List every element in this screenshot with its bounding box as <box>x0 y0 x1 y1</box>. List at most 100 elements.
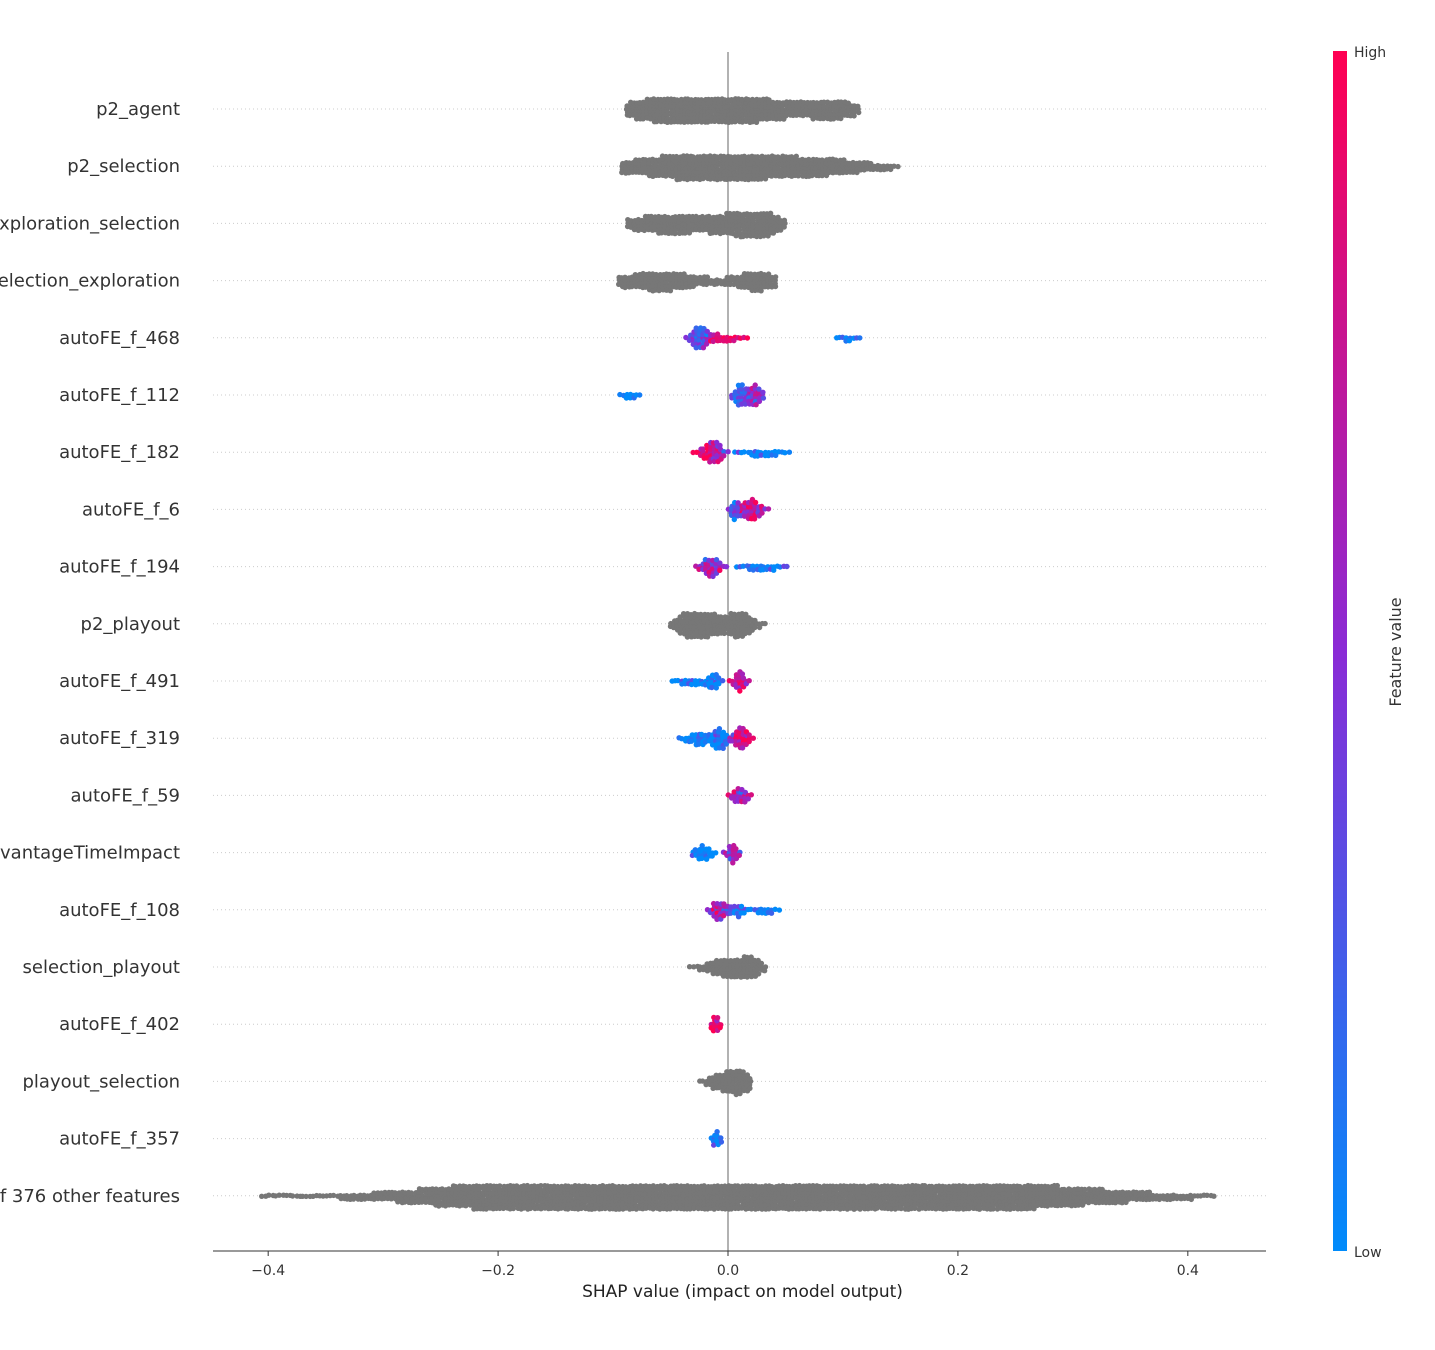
shap-dot <box>846 338 853 344</box>
shap-dot <box>686 337 693 344</box>
shap-dot <box>330 1192 337 1199</box>
shap-dot <box>686 964 693 970</box>
shap-dot <box>711 1206 717 1212</box>
shap-dot <box>912 1205 918 1212</box>
shap-dot <box>728 154 734 160</box>
shap-dot <box>723 564 730 570</box>
shap-dot <box>650 1183 656 1189</box>
shap-dot <box>751 516 758 522</box>
feature-labels: p2_agent p2_selection exploration_selectio… <box>0 99 180 1207</box>
shap-dot <box>675 103 681 109</box>
shap-dot <box>1188 1196 1195 1203</box>
shap-dot <box>283 1192 290 1199</box>
shap-dot <box>640 116 646 122</box>
shap-dot <box>730 226 736 233</box>
shap-dot <box>1156 1196 1163 1203</box>
shap-dot <box>857 1206 863 1212</box>
shap-dot <box>1082 1186 1088 1193</box>
shap-dot <box>1044 1199 1051 1205</box>
shap-dot <box>796 1182 803 1189</box>
x-tick-label: −0.4 <box>251 1263 285 1279</box>
shap-dot <box>976 1206 983 1212</box>
shap-dot <box>759 510 765 516</box>
shap-dot <box>881 1196 887 1202</box>
colorbar-gradient <box>1333 51 1347 1251</box>
shap-dot <box>701 618 707 624</box>
shap-dot <box>730 860 736 866</box>
shap-dot <box>682 230 688 236</box>
shap-dot <box>711 611 718 617</box>
shap-dot <box>704 274 711 280</box>
shap-dot <box>1126 1196 1132 1202</box>
shap-dot <box>752 499 759 506</box>
feature-label: autoFE_f_194 <box>59 557 180 578</box>
feature-label: autoFE_f_468 <box>59 328 180 349</box>
shap-dot <box>688 738 695 744</box>
feature-row <box>704 900 783 922</box>
shap-dot <box>1061 1186 1067 1193</box>
shap-dot <box>762 620 768 627</box>
shap-dot <box>752 617 758 624</box>
shap-dot <box>395 1199 401 1205</box>
shap-dot <box>733 846 739 852</box>
shap-dot <box>713 850 719 856</box>
shap-dot <box>758 226 764 232</box>
shap-dot <box>970 1183 976 1190</box>
shap-dot <box>778 227 784 233</box>
feature-label: autoFE_f_6 <box>82 499 180 520</box>
shap-dot <box>765 506 772 512</box>
feature-row <box>708 1014 724 1034</box>
shap-dot <box>641 227 648 234</box>
shap-dot <box>725 449 731 455</box>
shap-dot <box>843 169 850 175</box>
shap-dot <box>699 843 705 849</box>
feature-label: p2_selection <box>67 156 180 177</box>
feature-label: autoFE_f_182 <box>59 442 180 463</box>
shap-dot <box>746 678 752 684</box>
colorbar-title: Feature value <box>1386 597 1405 706</box>
feature-label: autoFE_f_402 <box>59 1014 180 1035</box>
shap-dot <box>497 1183 503 1189</box>
shap-dot <box>1034 1202 1041 1209</box>
shap-dot <box>817 1183 823 1190</box>
feature-label: p2_playout <box>81 614 180 635</box>
shap-dot <box>371 1196 377 1202</box>
shap-dot <box>739 745 746 751</box>
shap-dot <box>721 901 727 907</box>
feature-label: autoFE_f_112 <box>59 385 180 406</box>
shap-dot <box>771 567 777 573</box>
shap-dot <box>408 1190 414 1196</box>
shap-dot <box>514 1183 520 1189</box>
shap-dot <box>761 968 768 974</box>
shap-dot <box>289 1193 296 1199</box>
shap-dot <box>706 846 712 852</box>
feature-row <box>623 96 862 126</box>
shap-dot <box>717 442 723 449</box>
colorbar: High Low Feature value <box>1333 45 1405 1261</box>
row-guides <box>213 108 1266 1197</box>
shap-dot <box>760 116 766 122</box>
shap-dot <box>697 274 703 281</box>
shap-dot <box>748 792 754 798</box>
shap-dot <box>651 96 657 102</box>
shap-dot <box>856 109 862 116</box>
shap-dot <box>699 855 705 862</box>
shap-dot <box>714 1015 721 1021</box>
shap-dot <box>276 1192 282 1198</box>
shap-dot <box>739 671 746 677</box>
shap-dot <box>922 1183 928 1189</box>
shap-dot <box>711 118 718 125</box>
shap-dot <box>693 345 699 351</box>
shap-dot <box>693 325 699 331</box>
shap-dot <box>731 789 737 795</box>
shap-dot <box>692 847 698 853</box>
shap-dot <box>743 611 749 617</box>
shap-dot <box>810 1183 816 1189</box>
shap-dot <box>776 907 783 913</box>
shap-dot <box>667 288 674 294</box>
shap-dot <box>643 1205 649 1211</box>
shap-dot <box>766 1206 772 1212</box>
shap-dot <box>884 1190 891 1196</box>
shap-dot <box>762 176 769 182</box>
shap-dot <box>747 1076 753 1082</box>
